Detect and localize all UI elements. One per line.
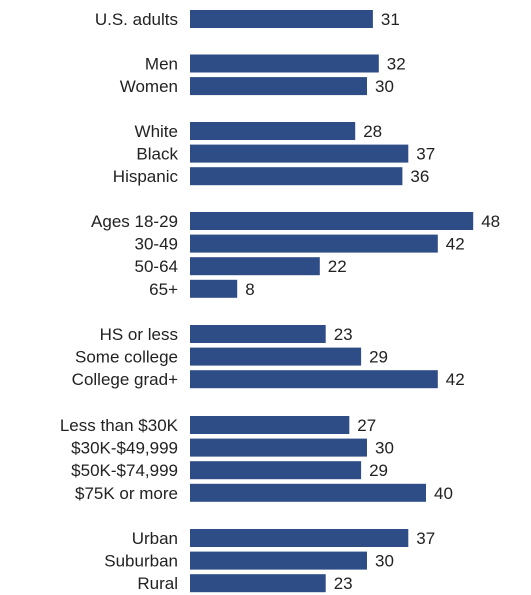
- bar: [190, 10, 373, 28]
- bar: [190, 483, 426, 502]
- category-label: Urban: [132, 529, 178, 548]
- category-label: Suburban: [104, 552, 178, 571]
- bar: [190, 438, 367, 457]
- category-label: Rural: [137, 574, 178, 593]
- value-label: 37: [416, 529, 435, 548]
- bar: [190, 257, 320, 276]
- bar: [190, 234, 438, 253]
- category-label: $50K-$74,999: [71, 461, 178, 480]
- value-label: 22: [328, 257, 347, 276]
- bar: [190, 370, 438, 389]
- bar: [190, 416, 350, 434]
- category-label: $75K or more: [75, 484, 178, 503]
- value-label: 29: [369, 461, 388, 480]
- value-label: 27: [357, 416, 376, 435]
- category-label: College grad+: [72, 370, 178, 389]
- bar: [190, 325, 326, 343]
- value-label: 32: [387, 55, 406, 74]
- value-label: 30: [375, 552, 394, 571]
- category-label: 50-64: [135, 257, 178, 276]
- category-label: Less than $30K: [60, 416, 179, 435]
- value-label: 30: [375, 77, 394, 96]
- value-label: 36: [410, 167, 429, 186]
- value-label: 31: [381, 10, 400, 29]
- category-label: 30-49: [135, 235, 178, 254]
- category-label: Black: [136, 145, 178, 164]
- bar: [190, 529, 409, 547]
- category-label: Men: [145, 55, 178, 74]
- category-label: Women: [120, 77, 178, 96]
- value-label: 23: [334, 574, 353, 593]
- bar: [190, 144, 409, 163]
- value-label: 23: [334, 325, 353, 344]
- value-label: 28: [363, 122, 382, 141]
- bar: [190, 551, 367, 570]
- value-label: 29: [369, 348, 388, 367]
- bar: [190, 279, 238, 298]
- category-label: HS or less: [100, 325, 178, 344]
- bar: [190, 77, 367, 96]
- value-label: 30: [375, 439, 394, 458]
- bar: [190, 461, 362, 480]
- category-label: U.S. adults: [95, 10, 178, 29]
- bar: [190, 167, 403, 186]
- value-label: 37: [416, 145, 435, 164]
- value-label: 40: [434, 484, 453, 503]
- category-label: Ages 18-29: [91, 212, 178, 231]
- value-label: 8: [245, 280, 254, 299]
- value-label: 42: [446, 235, 465, 254]
- category-label: Some college: [75, 348, 178, 367]
- value-label: 48: [481, 212, 500, 231]
- bar: [190, 574, 326, 593]
- bar: [190, 212, 474, 230]
- category-label: Hispanic: [113, 167, 179, 186]
- value-label: 42: [446, 370, 465, 389]
- bar: [190, 347, 362, 366]
- category-label: 65+: [149, 280, 178, 299]
- category-label: White: [135, 122, 178, 141]
- category-label: $30K-$49,999: [71, 439, 178, 458]
- bar: [190, 54, 379, 73]
- bar: [190, 122, 356, 140]
